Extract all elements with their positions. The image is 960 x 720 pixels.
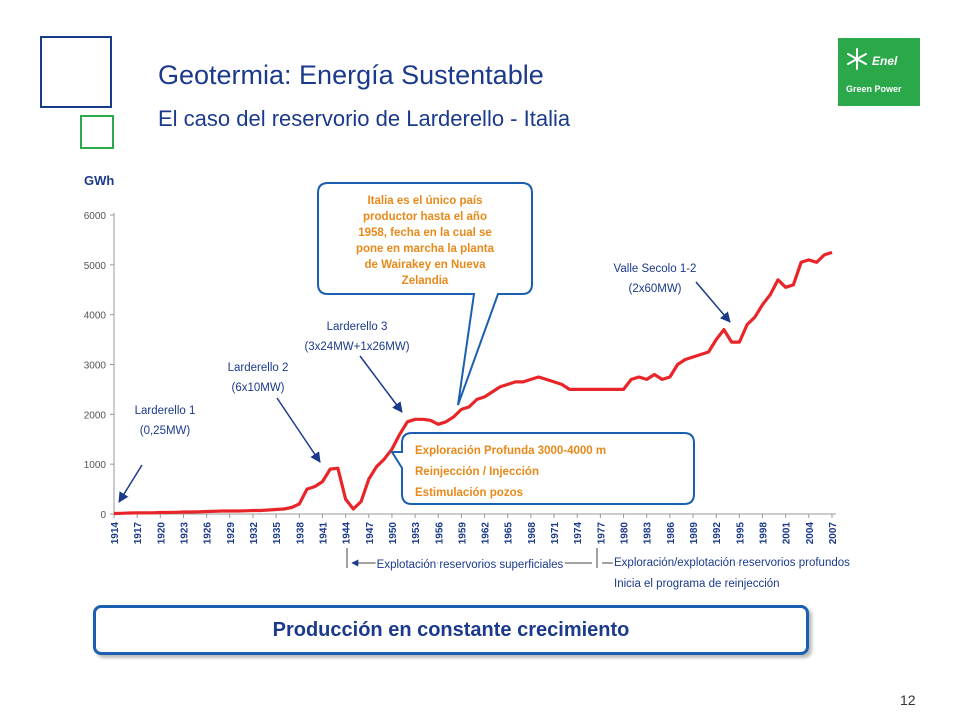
logo-tagline: Green Power	[846, 84, 902, 94]
banner-text: Producción en constante crecimiento	[272, 619, 630, 641]
x-tick-label: 1995	[735, 522, 746, 545]
annotation-valle-secolo: (2x60MW)	[628, 283, 681, 295]
x-tick-label: 1953	[411, 522, 422, 545]
x-tick-label: 1932	[249, 522, 260, 545]
callout-italia-box	[317, 182, 533, 406]
callout-italia-text: de Wairakey en Nueva	[364, 259, 486, 271]
y-tick-label: 2000	[84, 410, 107, 421]
callout-italia-text: Zelandia	[402, 275, 449, 287]
x-tick-label: 2004	[805, 522, 816, 545]
callout-italia-text: Italia es el único país	[367, 195, 482, 207]
annotation-larderello-3: Larderello 3	[327, 321, 388, 333]
page-subtitle: El caso del reservorio de Larderello - I…	[158, 106, 571, 131]
callout-italia-text: pone en marcha la planta	[356, 243, 495, 255]
enel-flower-icon	[847, 48, 867, 70]
x-tick-label: 1929	[226, 522, 237, 545]
production-series-line	[113, 250, 833, 516]
x-tick-label: 1950	[388, 522, 399, 545]
arrow-valle-secolo	[695, 281, 731, 323]
y-tick-label: 1000	[84, 460, 107, 471]
label-explotacion-superficial: Explotación reservorios superficiales	[377, 559, 564, 571]
box-exploracion-text: Estimulación pozos	[415, 487, 523, 499]
arrow-larderello-2	[276, 397, 321, 463]
decorative-square-green	[80, 115, 114, 149]
logo-brand: Enel	[872, 54, 898, 68]
x-tick-label: 1983	[643, 522, 654, 545]
x-tick-label: 1914	[110, 522, 121, 545]
x-tick-label: 1920	[156, 522, 167, 545]
y-tick-label: 6000	[84, 211, 107, 222]
x-tick-label: 1923	[179, 522, 190, 545]
decorative-square-blue	[40, 36, 112, 108]
x-tick-label: 1965	[504, 522, 515, 545]
x-tick-label: 1938	[295, 522, 306, 545]
arrow-larderello-3	[359, 355, 403, 413]
x-tick-label: 1974	[573, 522, 584, 545]
x-tick-label: 1926	[203, 522, 214, 545]
x-tick-label: 1977	[596, 522, 607, 545]
x-tick-label: 1989	[689, 522, 700, 545]
x-tick-label: 1917	[133, 522, 144, 545]
x-tick-label: 2007	[828, 522, 839, 545]
conclusion-banner: Producción en constante crecimiento	[93, 605, 809, 655]
x-tick-label: 1962	[481, 522, 492, 545]
y-tick-label: 4000	[84, 311, 107, 322]
geothermal-production-chart: GWh 0 1000 2000 3000 4000 5000 6000 1914 1917 1920…	[84, 173, 852, 590]
x-tick-label: 1971	[550, 522, 561, 545]
box-exploracion	[390, 432, 695, 505]
enel-logo: Enel Green Power	[838, 38, 920, 106]
x-tick-label: 1980	[620, 522, 631, 545]
annotation-larderello-2: Larderello 2	[228, 362, 289, 374]
x-tick-label: 1944	[342, 522, 353, 545]
x-tick-label: 1947	[365, 522, 376, 545]
x-tick-label: 1968	[527, 522, 538, 545]
annotation-larderello-1: Larderello 1	[135, 405, 196, 417]
callout-italia-text: productor hasta el año	[363, 211, 487, 223]
y-tick-label: 0	[100, 510, 106, 521]
x-tick-label: 1959	[457, 522, 468, 545]
callout-italia-text: 1958, fecha en la cual se	[358, 227, 492, 239]
page-title: Geotermia: Energía Sustentable	[158, 60, 544, 90]
label-reinjeccion: Inicia el programa de reinjección	[614, 578, 780, 590]
annotation-larderello-2: (6x10MW)	[231, 382, 284, 394]
x-tick-label: 1956	[434, 522, 445, 545]
annotation-larderello-1: (0,25MW)	[140, 425, 191, 437]
x-tick-label: 1941	[318, 522, 329, 545]
x-tick-label: 1986	[666, 522, 677, 545]
y-axis-label: GWh	[84, 173, 114, 188]
x-tick-label: 1935	[272, 522, 283, 545]
y-tick-label: 5000	[84, 261, 107, 272]
x-tick-label: 1992	[712, 522, 723, 545]
x-tick-label: 1998	[759, 522, 770, 545]
box-exploracion-text: Exploración Profunda 3000-4000 m	[415, 445, 606, 457]
annotation-larderello-3: (3x24MW+1x26MW)	[304, 341, 409, 353]
y-tick-label: 3000	[84, 361, 107, 372]
arrow-larderello-1	[118, 464, 143, 503]
page-number: 12	[900, 692, 916, 708]
annotation-valle-secolo: Valle Secolo 1-2	[614, 263, 697, 275]
x-tick-label: 2001	[782, 522, 793, 545]
label-explotacion-profunda: Exploración/explotación reservorios prof…	[614, 557, 850, 569]
box-exploracion-text: Reinjección / Injección	[415, 466, 539, 478]
